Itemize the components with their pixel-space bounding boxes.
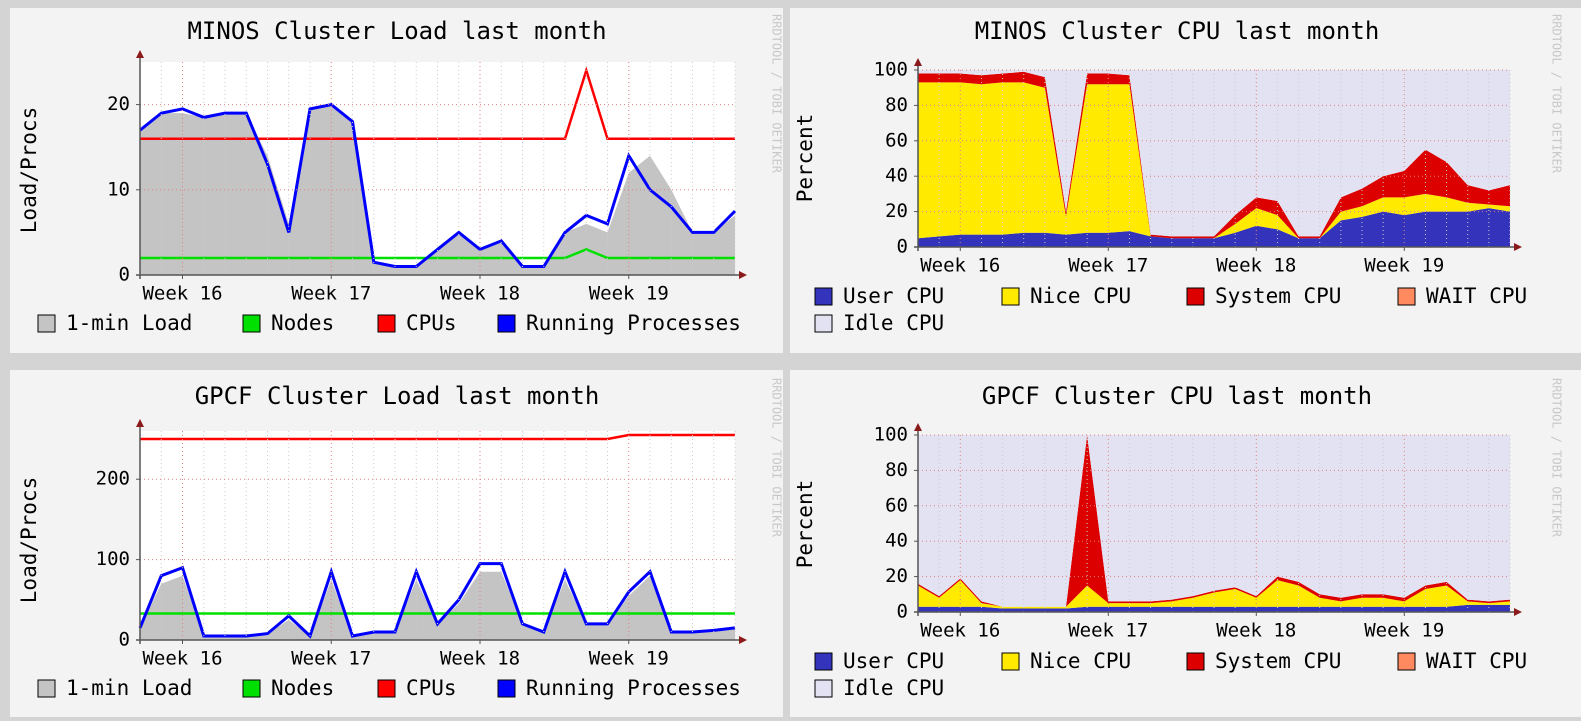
legend-label: System CPU (1215, 284, 1341, 308)
y-tick-label: 60 (885, 129, 908, 151)
load-area (140, 571, 735, 640)
legend-swatch (814, 287, 833, 306)
legend-label: Nodes (271, 676, 334, 700)
chart-title: GPCF Cluster Load last month (195, 382, 600, 410)
legend-swatch (1186, 652, 1205, 671)
x-tick-label: Week 17 (291, 648, 371, 670)
stacked-area (918, 71, 1510, 239)
y-tick-label: 80 (885, 459, 908, 481)
y-tick-label: 40 (885, 165, 908, 187)
y-axis-label: Load/Procs (17, 477, 41, 603)
y-tick-label: 0 (897, 236, 908, 258)
chart-title: MINOS Cluster Load last month (187, 17, 606, 45)
legend-label: Running Processes (526, 311, 741, 335)
x-tick-label: Week 18 (1216, 255, 1296, 277)
stacked-area (918, 82, 1510, 239)
legend-label: Nice CPU (1030, 284, 1131, 308)
axis-arrow (914, 58, 922, 66)
watermark: RRDTOOL / TOBI OETIKER (770, 14, 784, 174)
x-tick-label: Week 17 (291, 283, 371, 305)
legend-label: User CPU (843, 284, 944, 308)
x-tick-label: Week 16 (920, 620, 1000, 642)
y-axis-label: Percent (793, 114, 817, 203)
x-tick-label: Week 19 (589, 648, 669, 670)
y-tick-label: 100 (96, 548, 130, 570)
axis-arrow (1514, 243, 1522, 251)
y-tick-label: 20 (107, 93, 130, 115)
y-tick-label: 0 (119, 629, 130, 651)
legend-label: 1-min Load (66, 676, 192, 700)
y-tick-label: 100 (874, 59, 908, 81)
legend-swatch (377, 679, 396, 698)
chart-title: MINOS Cluster CPU last month (975, 17, 1380, 45)
watermark: RRDTOOL / TOBI OETIKER (770, 378, 784, 538)
legend-swatch (1397, 287, 1416, 306)
legend-label: Running Processes (526, 676, 741, 700)
y-tick-label: 20 (885, 565, 908, 587)
legend-swatch (814, 679, 833, 698)
series-line (139, 102, 737, 268)
legend-label: CPUs (406, 676, 457, 700)
y-tick-label: 100 (874, 424, 908, 446)
axis-arrow (914, 423, 922, 431)
y-tick-label: 0 (119, 264, 130, 286)
legend-label: Idle CPU (843, 311, 944, 335)
y-tick-label: 10 (107, 178, 130, 200)
chart-title: GPCF Cluster CPU last month (982, 382, 1372, 410)
legend-label: User CPU (843, 649, 944, 673)
y-tick-label: 80 (885, 94, 908, 116)
legend-label: CPUs (406, 311, 457, 335)
legend-label: Idle CPU (843, 676, 944, 700)
legend-swatch (37, 679, 56, 698)
axis-arrow (1514, 608, 1522, 616)
legend-label: WAIT CPU (1426, 284, 1527, 308)
x-tick-label: Week 19 (589, 283, 669, 305)
legend-swatch (497, 679, 516, 698)
x-tick-label: Week 16 (920, 255, 1000, 277)
legend-label: Nodes (271, 311, 334, 335)
legend-label: Nice CPU (1030, 649, 1131, 673)
axis-arrow (739, 636, 747, 644)
x-tick-label: Week 18 (440, 283, 520, 305)
y-axis-label: Percent (793, 480, 817, 569)
legend-swatch (1186, 287, 1205, 306)
axis-arrow (739, 271, 747, 279)
legend-swatch (1001, 287, 1020, 306)
y-tick-label: 0 (897, 601, 908, 623)
x-tick-label: Week 17 (1068, 620, 1148, 642)
x-tick-label: Week 19 (1364, 620, 1444, 642)
x-tick-label: Week 16 (142, 648, 222, 670)
legend-swatch (242, 679, 261, 698)
watermark: RRDTOOL / TOBI OETIKER (1550, 14, 1564, 174)
stacked-area (918, 580, 1510, 609)
legend-swatch (814, 652, 833, 671)
axis-arrow (136, 50, 144, 58)
legend-swatch (1397, 652, 1416, 671)
axis-arrow (136, 419, 144, 427)
y-tick-label: 40 (885, 530, 908, 552)
stacked-area (918, 604, 1510, 612)
watermark: RRDTOOL / TOBI OETIKER (1550, 378, 1564, 538)
legend-label: 1-min Load (66, 311, 192, 335)
legend-label: System CPU (1215, 649, 1341, 673)
stacked-area (918, 435, 1510, 607)
x-tick-label: Week 16 (142, 283, 222, 305)
x-tick-label: Week 18 (440, 648, 520, 670)
x-tick-label: Week 18 (1216, 620, 1296, 642)
legend-swatch (814, 314, 833, 333)
legend-swatch (242, 314, 261, 333)
legend-swatch (497, 314, 516, 333)
y-tick-label: 200 (96, 468, 130, 490)
y-tick-label: 20 (885, 200, 908, 222)
stacked-area (918, 208, 1510, 247)
x-tick-label: Week 17 (1068, 255, 1148, 277)
legend-swatch (1001, 652, 1020, 671)
y-axis-label: Load/Procs (17, 107, 41, 233)
legend-swatch (37, 314, 56, 333)
legend-swatch (377, 314, 396, 333)
legend-label: WAIT CPU (1426, 649, 1527, 673)
y-tick-label: 60 (885, 494, 908, 516)
x-tick-label: Week 19 (1364, 255, 1444, 277)
